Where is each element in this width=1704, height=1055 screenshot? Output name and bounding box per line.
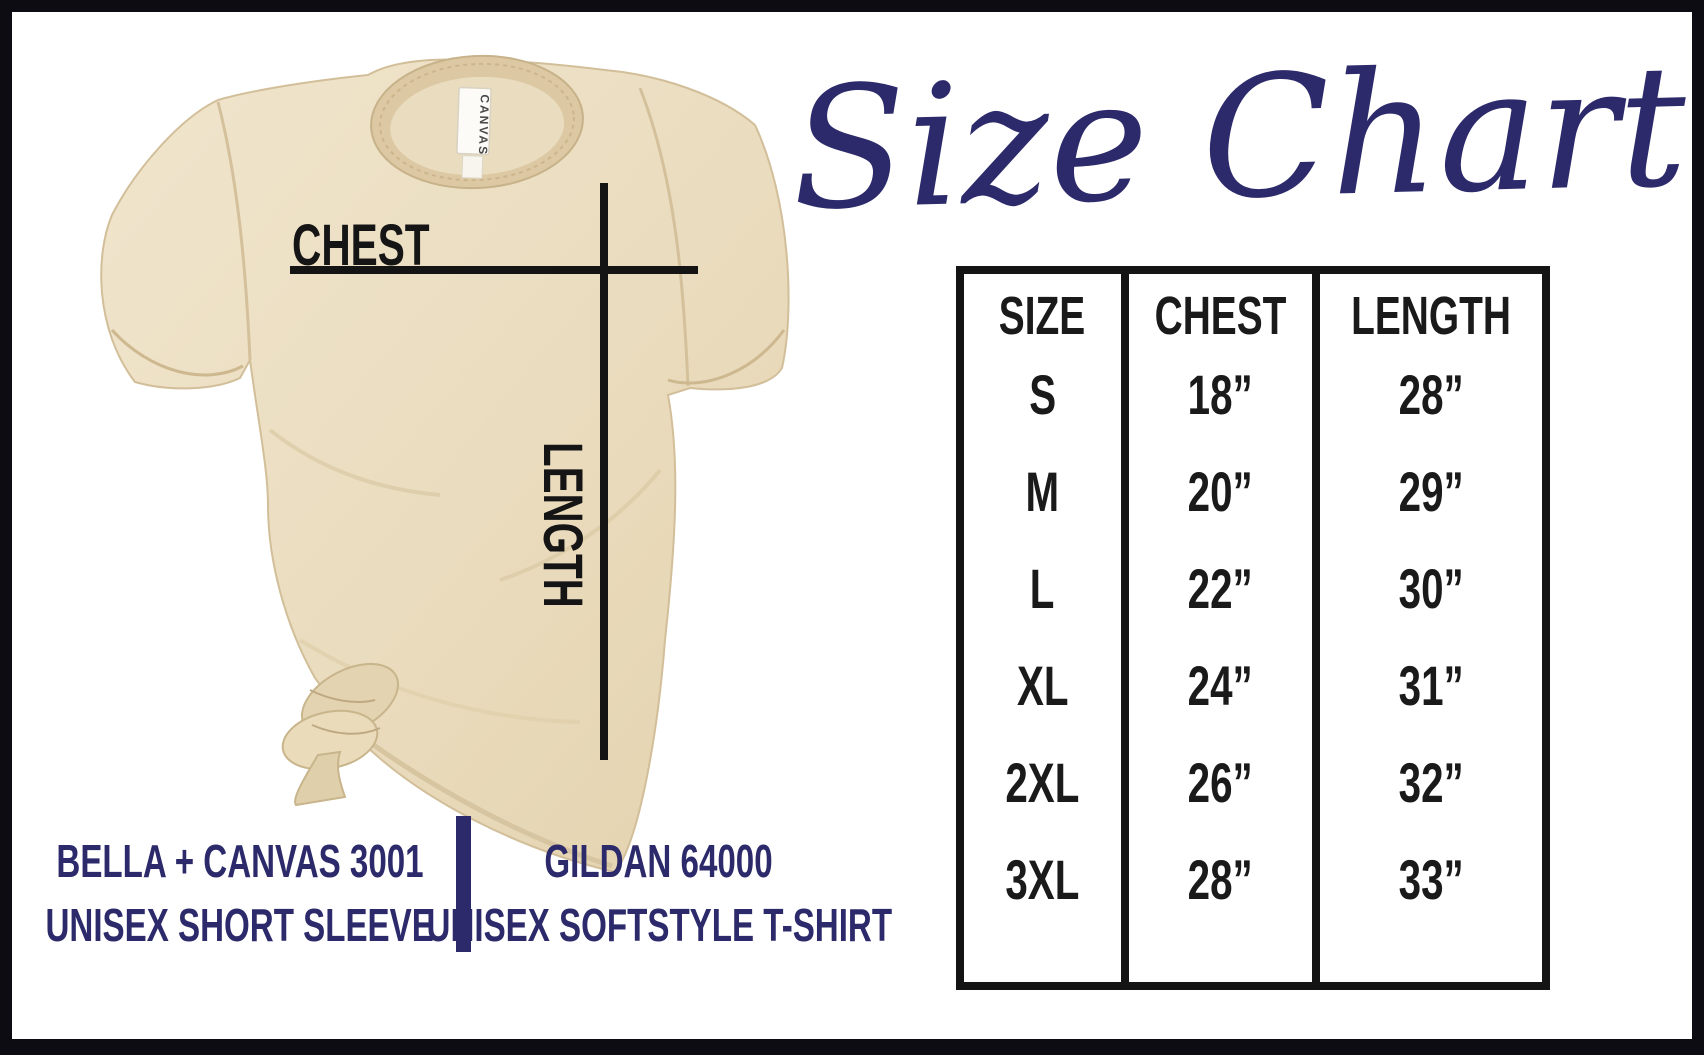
length-cell: 33” [1398, 848, 1464, 911]
chest-cell: 20” [1187, 460, 1253, 523]
chest-cell: 26” [1187, 751, 1253, 814]
chest-cell: 22” [1187, 557, 1253, 620]
page-title: Size Chart [789, 28, 1689, 248]
tshirt-photo: CANVAS [100, 54, 790, 874]
chest-measure-line [290, 266, 698, 274]
length-measure-line [600, 183, 608, 760]
product-right-line2: UNISEX SOFTSTYLE T-SHIRT [426, 899, 892, 951]
size-cell: M [1025, 460, 1060, 523]
length-cell: 29” [1398, 460, 1464, 523]
length-measure-label: LENGTH [532, 442, 595, 608]
size-table: SIZE S M L XL 2XL 3XL CHEST 18” 20” 22” … [956, 266, 1550, 990]
product-right-line1: GILDAN 64000 [544, 835, 774, 887]
product-left-line1: BELLA + CANVAS 3001 [56, 835, 424, 887]
hem-knot [281, 662, 400, 807]
chest-measure-label: CHEST [292, 213, 430, 278]
col-header-length: LENGTH [1351, 286, 1511, 346]
length-cell: 28” [1398, 363, 1464, 426]
product-left: BELLA + CANVAS 3001 UNISEX SHORT SLEEVE [34, 828, 446, 958]
size-cell: 3XL [1005, 848, 1080, 911]
neck-tag-brand: CANVAS [476, 94, 492, 156]
neck-tag: CANVAS [456, 86, 492, 179]
product-left-line2: UNISEX SHORT SLEEVE [45, 899, 435, 951]
length-cell: 32” [1398, 751, 1464, 814]
size-cell: XL [1016, 654, 1069, 717]
product-right: GILDAN 64000 UNISEX SOFTSTYLE T-SHIRT [426, 828, 892, 958]
size-table-col-length: LENGTH 28” 29” 30” 31” 32” 33” [1312, 274, 1542, 982]
size-table-col-size: SIZE S M L XL 2XL 3XL [964, 274, 1121, 982]
chest-cell: 18” [1187, 363, 1253, 426]
size-cell: S [1029, 363, 1056, 426]
footer-divider-bar [456, 816, 471, 952]
length-cell: 30” [1398, 557, 1464, 620]
col-header-size: SIZE [999, 286, 1086, 346]
length-cell: 31” [1398, 654, 1464, 717]
size-table-col-chest: CHEST 18” 20” 22” 24” 26” 28” [1120, 274, 1312, 982]
chest-cell: 28” [1187, 848, 1253, 911]
col-header-chest: CHEST [1154, 286, 1287, 346]
size-cell: L [1030, 557, 1055, 620]
chest-cell: 24” [1187, 654, 1253, 717]
size-cell: 2XL [1005, 751, 1080, 814]
